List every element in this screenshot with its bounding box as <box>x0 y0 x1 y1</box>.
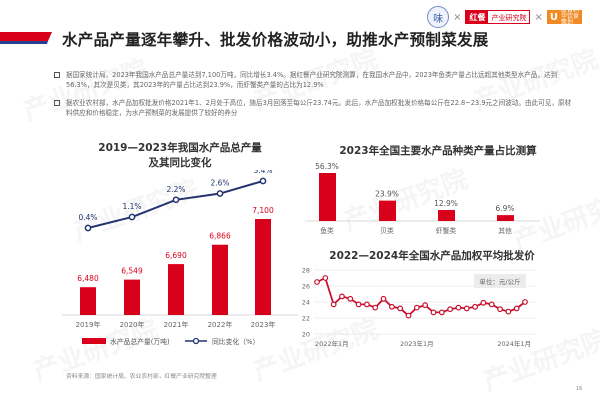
bar: 6,690 <box>165 251 187 315</box>
x-tick-label: 2024年1月 <box>497 339 531 348</box>
times-separator: × <box>453 11 462 23</box>
header-accent-bar <box>0 32 52 44</box>
legend-bar-swatch <box>82 338 106 344</box>
chart2-title: 2023年全国主要水产品种类产量占比测算 <box>339 145 537 157</box>
y-tick-label: 28 <box>302 267 310 275</box>
x-tick-label: 2022年 <box>208 320 233 329</box>
chart-legend: 水产品总产量(万吨) 同比变化（%） <box>82 337 259 346</box>
svg-text:6,480: 6,480 <box>77 274 99 283</box>
x-tick-label: 2019年 <box>76 320 101 329</box>
x-tick-label: 2023年 <box>251 320 276 329</box>
svg-text:3.4%: 3.4% <box>253 170 272 175</box>
svg-text:其他: 其他 <box>498 226 512 235</box>
bullet-list: 据国家统计局，2023年我国水产品总产量达到7,100万吨，同比增长3.4%。据… <box>54 70 574 126</box>
svg-text:6,549: 6,549 <box>121 267 143 276</box>
x-tick-label: 2020年 <box>120 320 145 329</box>
x-tick-label: 2023年1月 <box>400 339 434 348</box>
bar: 6,480 <box>77 274 99 315</box>
svg-text:虾蟹类: 虾蟹类 <box>436 226 457 235</box>
bar: 23.9% 贝类 <box>375 190 399 235</box>
production-combo-chart: 6,480 2019年 6,549 2020年 6,690 2021年 6,866 2022年… <box>62 170 298 346</box>
wholesale-price-line-chart: 20 22 24 26 28 单位：元/公斤 2022年1月 2023年1月 2024年1月 <box>302 267 536 348</box>
y-tick-label: 22 <box>302 315 310 323</box>
svg-text:23.9%: 23.9% <box>375 190 399 199</box>
y-tick-label: 26 <box>302 283 310 291</box>
page-number: 16 <box>576 386 583 392</box>
partner-logos: 味 × 红餐 产业研究院 × U 联合利华饮食策划 <box>427 6 582 28</box>
square-bullet-icon <box>54 72 60 78</box>
bar: 6.9% 其他 <box>495 204 514 235</box>
svg-text:6.9%: 6.9% <box>495 204 514 213</box>
bar: 12.9% 虾蟹类 <box>434 199 458 235</box>
svg-text:1.1%: 1.1% <box>122 202 141 211</box>
x-tick-label: 2022年1月 <box>315 339 349 348</box>
svg-text:7,100: 7,100 <box>252 206 274 215</box>
svg-text:12.9%: 12.9% <box>434 199 458 208</box>
chart1-title: 2019—2023年我国水产品总产量 及其同比变化 <box>98 142 262 169</box>
y-tick-label: 24 <box>302 299 310 307</box>
svg-text:单位：元/公斤: 单位：元/公斤 <box>479 277 521 286</box>
species-share-bar-chart: 56.3% 鱼类 23.9% 贝类 12.9% 虾蟹类 6.9% 其他 <box>305 162 540 235</box>
svg-text:同比变化（%）: 同比变化（%） <box>212 337 259 346</box>
times-separator: × <box>534 11 543 23</box>
svg-text:6,866: 6,866 <box>209 232 231 241</box>
svg-text:2.6%: 2.6% <box>210 179 229 188</box>
chart3-title: 2022—2024年全国水产品加权平均批发价 <box>329 250 535 262</box>
x-tick-label: 2021年 <box>164 320 189 329</box>
svg-text:0.4%: 0.4% <box>78 213 97 222</box>
svg-text:贝类: 贝类 <box>380 226 394 235</box>
unit-label: 单位：元/公斤 <box>474 274 526 288</box>
bullet-item: 据农业农村部，水产品加权批发价格2021年1、2月处于高位，随后3月回落至每公斤… <box>54 98 574 118</box>
bar: 6,866 <box>209 232 231 315</box>
square-bullet-icon <box>54 100 60 106</box>
svg-text:鱼类: 鱼类 <box>320 226 334 235</box>
bar: 56.3% 鱼类 <box>315 162 339 235</box>
association-logo-icon: 味 <box>427 6 450 28</box>
bullet-item: 据国家统计局，2023年我国水产品总产量达到7,100万吨，同比增长3.4%。据… <box>54 70 574 90</box>
svg-text:6,690: 6,690 <box>165 251 187 260</box>
svg-text:水产品总产量(万吨): 水产品总产量(万吨) <box>110 337 170 346</box>
unilever-logo: U 联合利华饮食策划 <box>546 8 582 26</box>
page-title: 水产品产量逐年攀升、批发价格波动小，助推水产预制菜发展 <box>62 31 489 49</box>
source-note: 资料来源：国家统计局、农业农村部，红餐产业研究院整理 <box>66 374 217 380</box>
bar: 7,100 <box>252 206 274 315</box>
svg-text:56.3%: 56.3% <box>315 162 339 171</box>
hongcan-logo: 红餐 产业研究院 <box>465 10 531 24</box>
y-tick-label: 20 <box>302 331 310 339</box>
svg-text:2.2%: 2.2% <box>166 185 185 194</box>
bar: 6,549 <box>121 267 143 315</box>
